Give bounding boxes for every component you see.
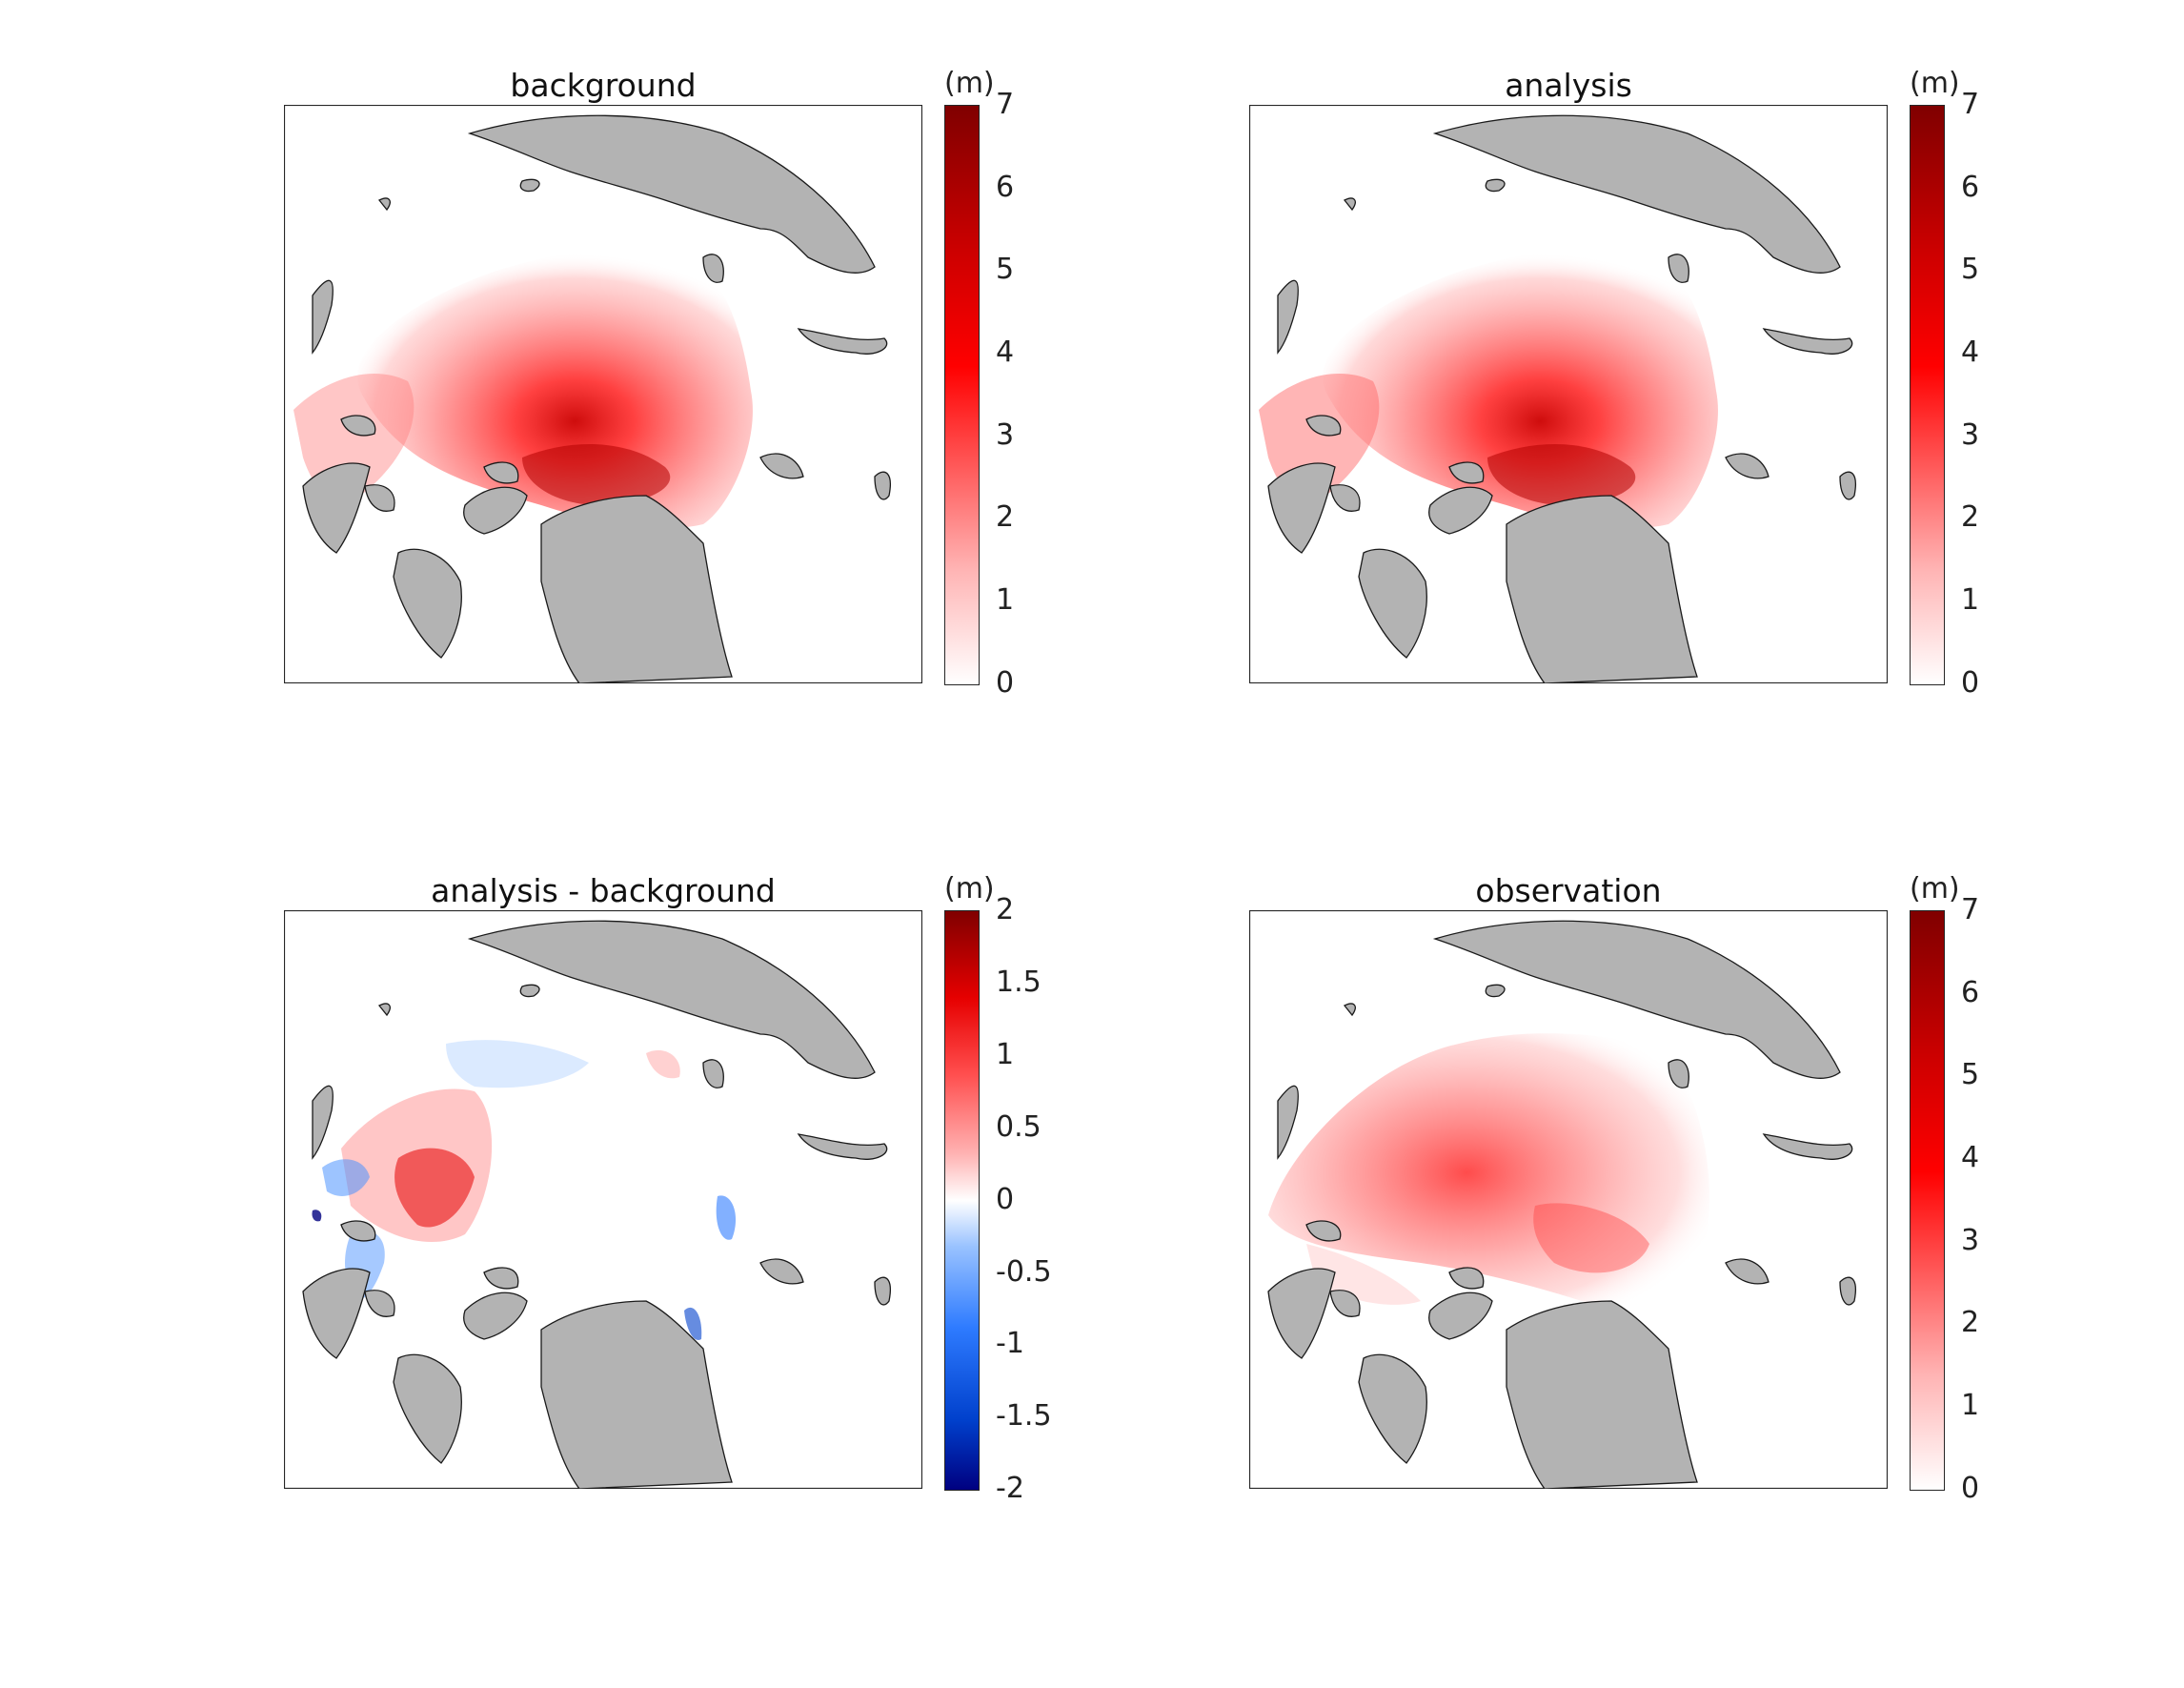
- polar-map: [284, 910, 922, 1489]
- land-masses: [302, 920, 891, 1489]
- colorbar-tick: 5: [1961, 1058, 1980, 1091]
- sea-ice-field: [293, 247, 753, 528]
- panel-title: background: [510, 67, 697, 104]
- colorbar-tick: 4: [1961, 336, 1980, 369]
- colorbar-tick: 0.5: [996, 1110, 1041, 1144]
- panel-title: analysis: [1505, 67, 1632, 104]
- colorbar-unit-label: (m): [944, 872, 995, 905]
- colorbar-tick: 6: [1961, 976, 1980, 1009]
- colorbar-tick: 7: [1961, 893, 1980, 926]
- colorbar-tick: 6: [1961, 171, 1980, 204]
- colorbar-tick: 1: [1961, 1389, 1980, 1422]
- colorbar-tick: 7: [996, 88, 1015, 121]
- colorbar: [944, 105, 980, 685]
- colorbar-unit-label: (m): [944, 67, 995, 100]
- colorbar-tick: 3: [1961, 418, 1980, 452]
- colorbar-tick: 2: [996, 500, 1015, 534]
- colorbar-tick: 0: [996, 666, 1015, 700]
- colorbar: [1910, 105, 1945, 685]
- colorbar-tick: -2: [996, 1472, 1024, 1505]
- colorbar-tick: 2: [996, 893, 1015, 926]
- colorbar-tick: 4: [1961, 1141, 1980, 1174]
- colorbar-tick: 4: [996, 336, 1015, 369]
- colorbar-tick: 5: [1961, 253, 1980, 286]
- land-masses: [1267, 920, 1856, 1489]
- map-background: [284, 105, 922, 683]
- colorbar: [944, 910, 980, 1491]
- panel-title: analysis - background: [431, 872, 776, 909]
- colorbar-tick: 0: [1961, 666, 1980, 700]
- panel-analysis: analysis: [1249, 67, 2040, 734]
- colorbar-tick: 2: [1961, 1306, 1980, 1339]
- colorbar-tick: 3: [1961, 1224, 1980, 1257]
- colorbar-tick: 1: [996, 583, 1015, 617]
- colorbar-tick: 0: [996, 1183, 1015, 1216]
- map-analysis: [1249, 105, 1888, 683]
- colorbar-tick: 5: [996, 253, 1015, 286]
- panel-background: background: [284, 67, 1075, 734]
- polar-map: [1249, 105, 1888, 683]
- panel-increment: analysis - background: [284, 872, 1075, 1539]
- sea-ice-field: [1259, 247, 1718, 528]
- polar-map: [1249, 910, 1888, 1489]
- colorbar-unit-label: (m): [1910, 872, 1960, 905]
- colorbar-tick: -1.5: [996, 1399, 1052, 1433]
- colorbar-tick: 0: [1961, 1472, 1980, 1505]
- land-masses: [1267, 114, 1856, 683]
- colorbar-tick: 1: [996, 1038, 1015, 1071]
- colorbar-tick: 7: [1961, 88, 1980, 121]
- colorbar-unit-label: (m): [1910, 67, 1960, 100]
- colorbar-tick: 6: [996, 171, 1015, 204]
- sea-ice-field: [1268, 1033, 1710, 1312]
- land-masses: [302, 114, 891, 683]
- colorbar-tick: -0.5: [996, 1255, 1052, 1289]
- map-observation: [1249, 910, 1888, 1489]
- colorbar-tick: 2: [1961, 500, 1980, 534]
- increment-field: [312, 1040, 737, 1340]
- map-increment: [284, 910, 922, 1489]
- colorbar-tick: 1: [1961, 583, 1980, 617]
- polar-map: [284, 105, 922, 683]
- colorbar-tick: -1: [996, 1327, 1024, 1360]
- panel-title: observation: [1475, 872, 1662, 909]
- colorbar-tick: 3: [996, 418, 1015, 452]
- colorbar-tick: 1.5: [996, 966, 1041, 999]
- colorbar: [1910, 910, 1945, 1491]
- panel-observation: observation: [1249, 872, 2040, 1539]
